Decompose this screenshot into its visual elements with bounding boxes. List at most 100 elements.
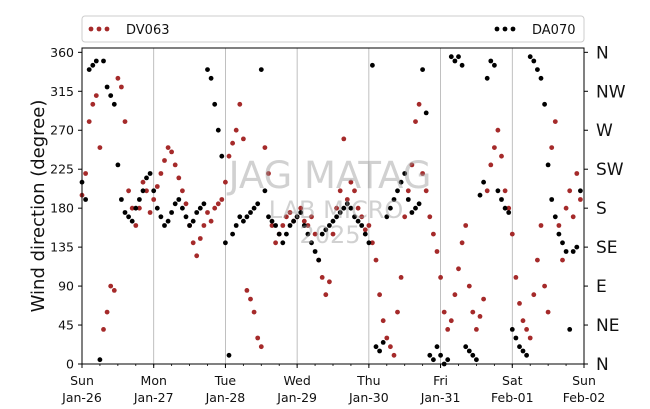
scatter-point bbox=[158, 171, 164, 176]
legend-label-da070: DA070 bbox=[532, 23, 576, 38]
scatter-point bbox=[502, 188, 508, 194]
scatter-point bbox=[119, 84, 124, 90]
scatter-point bbox=[492, 62, 497, 68]
x-tick-label: Feb-01 bbox=[491, 390, 534, 405]
scatter-point bbox=[140, 179, 146, 185]
scatter-point bbox=[287, 210, 293, 215]
scatter-point bbox=[427, 352, 433, 358]
scatter-point bbox=[230, 140, 236, 146]
scatter-point bbox=[484, 188, 490, 194]
scatter-point bbox=[330, 218, 336, 224]
scatter-point bbox=[255, 201, 261, 207]
legend-label-dv063: DV063 bbox=[126, 23, 170, 38]
x-tick-label: Fri bbox=[433, 373, 448, 388]
scatter-point bbox=[549, 197, 555, 202]
scatter-point bbox=[111, 288, 117, 293]
scatter-point bbox=[527, 335, 533, 341]
scatter-point bbox=[395, 309, 400, 315]
scatter-point bbox=[90, 101, 96, 107]
scatter-point bbox=[445, 357, 451, 363]
scatter-point bbox=[362, 227, 368, 233]
watermark: JAG MATAG LAB MICRO 2025 bbox=[227, 154, 432, 249]
scatter-point bbox=[542, 101, 547, 107]
scatter-point bbox=[115, 75, 121, 81]
scatter-point bbox=[463, 223, 469, 228]
scatter-point bbox=[327, 279, 332, 285]
scatter-point bbox=[531, 58, 537, 64]
scatter-point bbox=[237, 101, 243, 107]
x-axis: Sun Jan-26 Mon Jan-27 Tue Jan-28 Wed Jan-29 Thu J… bbox=[61, 364, 605, 405]
scatter-point bbox=[420, 67, 425, 72]
scatter-point bbox=[405, 197, 411, 202]
scatter-point bbox=[309, 240, 314, 246]
scatter-point bbox=[258, 344, 264, 350]
scatter-point bbox=[441, 309, 447, 315]
scatter-point bbox=[244, 214, 250, 220]
scatter-point bbox=[452, 58, 458, 64]
scatter-point bbox=[269, 223, 275, 228]
scatter-point bbox=[463, 344, 469, 350]
x-tick-label: Jan-30 bbox=[348, 390, 389, 405]
scatter-point bbox=[409, 210, 415, 215]
scatter-point bbox=[129, 218, 135, 224]
y-tick-label: 270 bbox=[50, 123, 74, 138]
scatter-point bbox=[144, 188, 149, 194]
scatter-point bbox=[226, 352, 232, 358]
scatter-point bbox=[119, 197, 124, 202]
compass-label: N bbox=[596, 355, 609, 375]
scatter-point bbox=[316, 257, 322, 263]
scatter-point bbox=[244, 288, 250, 293]
scatter-point bbox=[348, 205, 354, 211]
x-tick-label: Tue bbox=[214, 373, 237, 388]
scatter-point bbox=[248, 210, 253, 215]
scatter-point bbox=[520, 348, 526, 354]
scatter-point bbox=[359, 223, 365, 228]
scatter-point bbox=[495, 188, 501, 194]
scatter-point bbox=[251, 205, 257, 211]
scatter-point bbox=[183, 201, 189, 207]
scatter-point bbox=[86, 67, 92, 72]
scatter-point bbox=[298, 210, 304, 215]
scatter-point bbox=[434, 249, 440, 254]
scatter-point bbox=[111, 101, 117, 107]
scatter-point bbox=[162, 158, 167, 163]
scatter-point bbox=[470, 352, 476, 358]
scatter-point bbox=[201, 201, 207, 207]
scatter-point bbox=[398, 179, 404, 185]
scatter-point bbox=[570, 249, 576, 254]
scatter-point bbox=[402, 171, 408, 176]
legend-dot bbox=[494, 26, 500, 32]
y-axis-label: Wind direction (degree) bbox=[28, 100, 49, 313]
scatter-point bbox=[301, 223, 307, 228]
scatter-point bbox=[445, 327, 451, 332]
scatter-point bbox=[502, 205, 508, 211]
scatter-point bbox=[197, 205, 203, 211]
x-tick-label: Jan-27 bbox=[133, 390, 174, 405]
scatter-point bbox=[560, 240, 565, 246]
scatter-point bbox=[180, 188, 185, 194]
scatter-point bbox=[190, 218, 196, 224]
scatter-point bbox=[388, 205, 393, 211]
scatter-point bbox=[197, 236, 203, 241]
scatter-point bbox=[93, 93, 99, 98]
y-tick-label: 315 bbox=[50, 84, 74, 99]
scatter-point bbox=[517, 301, 522, 306]
scatter-point bbox=[151, 197, 157, 202]
scatter-point bbox=[212, 101, 218, 107]
scatter-point bbox=[370, 62, 375, 68]
y-axis-right-compass: N NE E SE S SW W NW N bbox=[584, 43, 626, 375]
legend-dot bbox=[96, 26, 102, 32]
scatter-point bbox=[194, 253, 200, 259]
scatter-point bbox=[90, 62, 96, 68]
scatter-point bbox=[334, 205, 339, 211]
x-tick-label: Mon bbox=[141, 373, 167, 388]
scatter-point bbox=[180, 205, 185, 211]
scatter-point bbox=[456, 54, 461, 60]
scatter-point bbox=[176, 197, 182, 202]
scatter-point bbox=[488, 58, 494, 64]
scatter-point bbox=[570, 214, 576, 220]
scatter-point bbox=[542, 283, 547, 289]
scatter-point bbox=[327, 223, 332, 228]
scatter-point bbox=[233, 223, 239, 228]
scatter-point bbox=[470, 309, 476, 315]
